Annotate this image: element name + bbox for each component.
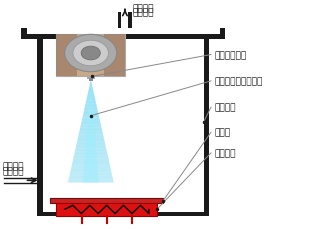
Text: 試験ガス: 試験ガス [2, 161, 24, 170]
Circle shape [65, 35, 117, 72]
Polygon shape [83, 176, 99, 179]
Bar [56, 203, 157, 216]
Polygon shape [68, 179, 114, 183]
Bar [37, 212, 209, 216]
Polygon shape [83, 111, 99, 114]
Polygon shape [81, 121, 101, 125]
Polygon shape [85, 152, 97, 155]
Polygon shape [89, 87, 93, 91]
Polygon shape [89, 101, 93, 104]
Bar [56, 35, 77, 77]
Polygon shape [86, 142, 96, 145]
Polygon shape [77, 138, 105, 142]
Polygon shape [89, 84, 92, 87]
Polygon shape [79, 128, 102, 132]
Polygon shape [88, 108, 93, 111]
Polygon shape [87, 132, 95, 135]
Polygon shape [86, 135, 95, 138]
Polygon shape [85, 145, 96, 149]
Polygon shape [84, 169, 98, 172]
Polygon shape [89, 97, 92, 101]
Bar [118, 13, 122, 28]
Bar [128, 13, 132, 28]
Polygon shape [87, 121, 94, 125]
Bar [27, 28, 220, 35]
Text: 燃料（ガソリン等）: 燃料（ガソリン等） [215, 77, 263, 86]
Polygon shape [69, 172, 112, 176]
Bar [89, 79, 93, 82]
Polygon shape [87, 125, 95, 128]
Circle shape [73, 41, 108, 66]
Polygon shape [69, 176, 113, 179]
Polygon shape [83, 179, 99, 183]
Text: （排気）: （排気） [133, 9, 155, 18]
Polygon shape [78, 135, 104, 138]
Polygon shape [90, 80, 92, 84]
Polygon shape [84, 172, 98, 176]
Polygon shape [88, 111, 93, 114]
Text: スプレーガン: スプレーガン [215, 51, 247, 60]
Polygon shape [89, 104, 93, 108]
Polygon shape [88, 114, 94, 118]
Polygon shape [73, 159, 109, 162]
Polygon shape [85, 101, 96, 104]
Polygon shape [83, 114, 99, 118]
Polygon shape [85, 155, 97, 159]
Polygon shape [73, 155, 108, 159]
Polygon shape [75, 149, 107, 152]
Bar [56, 35, 125, 77]
Polygon shape [90, 84, 92, 87]
Polygon shape [74, 152, 108, 155]
Polygon shape [84, 162, 98, 166]
Polygon shape [85, 149, 97, 152]
Polygon shape [87, 94, 95, 97]
Polygon shape [72, 162, 110, 166]
Bar [37, 29, 43, 216]
Bar [204, 29, 209, 216]
Polygon shape [84, 159, 97, 162]
Polygon shape [70, 169, 111, 172]
Polygon shape [76, 142, 105, 145]
Text: （供給）: （供給） [2, 167, 24, 176]
Bar [87, 77, 95, 79]
Bar [104, 35, 125, 77]
Polygon shape [86, 138, 96, 142]
Polygon shape [71, 166, 111, 169]
Polygon shape [86, 97, 95, 101]
Polygon shape [84, 108, 98, 111]
Polygon shape [90, 91, 92, 94]
Polygon shape [88, 91, 94, 94]
Text: 試験容器: 試験容器 [215, 103, 236, 112]
Text: 試験ガス: 試験ガス [133, 4, 155, 13]
Polygon shape [90, 87, 92, 91]
Text: 試験片: 試験片 [215, 128, 231, 137]
Polygon shape [82, 118, 100, 121]
Polygon shape [76, 145, 106, 149]
Polygon shape [80, 125, 101, 128]
Bar [21, 28, 225, 39]
Circle shape [81, 47, 100, 61]
Polygon shape [79, 132, 103, 135]
Polygon shape [85, 104, 97, 108]
Polygon shape [90, 94, 92, 97]
Text: ヒーター: ヒーター [215, 149, 236, 158]
Bar [50, 198, 163, 203]
Polygon shape [87, 128, 95, 132]
Polygon shape [88, 118, 94, 121]
Polygon shape [84, 166, 98, 169]
